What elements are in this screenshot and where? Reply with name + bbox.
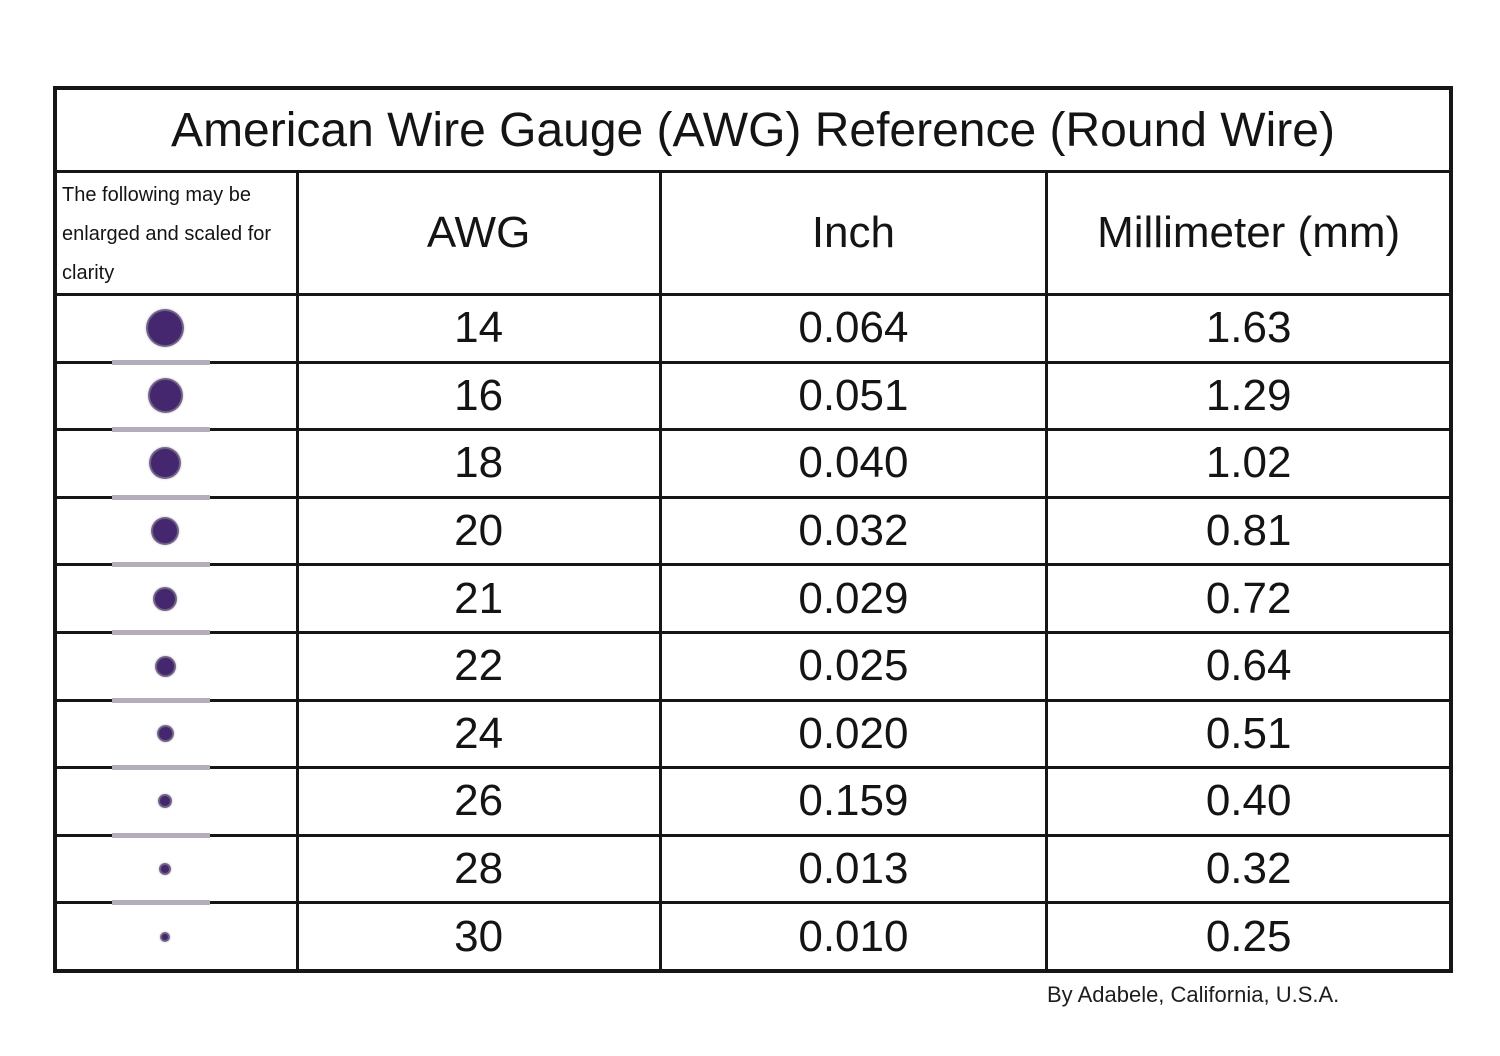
awg-reference-table: American Wire Gauge (AWG) Reference (Rou…	[53, 86, 1453, 973]
mm-value: 0.81	[1045, 498, 1449, 564]
mm-value: 0.51	[1045, 701, 1449, 767]
dot-underline-mark	[111, 900, 210, 906]
wire-diameter-dot	[156, 657, 174, 675]
inch-value: 0.159	[658, 769, 1046, 834]
inch-value: 0.020	[658, 701, 1046, 767]
awg-value: 24	[295, 701, 659, 767]
wire-diameter-dot	[151, 449, 180, 478]
wire-diameter-dot	[148, 311, 183, 346]
dot-underline-mark	[111, 427, 210, 433]
mm-value: 0.64	[1045, 633, 1449, 699]
table-title: American Wire Gauge (AWG) Reference (Rou…	[171, 103, 1335, 157]
column-header-inch: Inch	[658, 173, 1046, 293]
inch-value: 0.029	[658, 566, 1046, 631]
table-row: 16 0.051 1.29	[57, 360, 1449, 433]
dot-underline-mark	[111, 359, 210, 365]
inch-value: 0.032	[658, 498, 1046, 564]
dot-cell	[57, 634, 296, 703]
awg-value: 16	[295, 363, 659, 429]
inch-value: 0.013	[658, 836, 1046, 902]
dot-cell	[57, 431, 296, 500]
inch-value: 0.051	[658, 363, 1046, 429]
awg-value: 21	[295, 566, 659, 631]
dot-underline-mark	[111, 832, 210, 838]
mm-value: 1.63	[1045, 296, 1449, 361]
table-row: 18 0.040 1.02	[57, 428, 1449, 500]
table-row: 30 0.010 0.25	[57, 901, 1449, 969]
dot-cell	[57, 904, 296, 969]
credit-text: By Adabele, California, U.S.A.	[1047, 982, 1340, 1007]
dot-cell	[57, 566, 296, 635]
dot-underline-mark	[111, 629, 210, 635]
table-row: 22 0.025 0.64	[57, 630, 1449, 703]
mm-value: 0.25	[1045, 904, 1449, 969]
table-row: 26 0.159 0.40	[57, 766, 1449, 838]
wire-diameter-dot	[161, 865, 170, 874]
table-row: 14 0.064 1.63	[57, 293, 1449, 365]
mm-value: 1.02	[1045, 431, 1449, 496]
mm-value: 1.29	[1045, 363, 1449, 429]
wire-diameter-dot	[162, 933, 169, 940]
inch-value: 0.064	[658, 296, 1046, 361]
mm-value: 0.40	[1045, 769, 1449, 834]
table-row: 28 0.013 0.32	[57, 833, 1449, 906]
awg-value: 18	[295, 431, 659, 496]
dot-underline-mark	[111, 562, 210, 568]
awg-value: 20	[295, 498, 659, 564]
mm-value: 0.32	[1045, 836, 1449, 902]
inch-value: 0.025	[658, 633, 1046, 699]
column-header-mm: Millimeter (mm)	[1045, 173, 1449, 293]
dot-cell	[57, 499, 296, 568]
dot-underline-mark	[111, 494, 210, 500]
table-row: 21 0.029 0.72	[57, 563, 1449, 635]
awg-value: 30	[295, 904, 659, 969]
awg-value: 26	[295, 769, 659, 834]
dot-cell	[57, 769, 296, 838]
mm-value: 0.72	[1045, 566, 1449, 631]
wire-diameter-dot	[160, 796, 171, 807]
awg-value: 28	[295, 836, 659, 902]
wire-diameter-dot	[155, 588, 176, 609]
awg-value: 14	[295, 296, 659, 361]
table-body: 14 0.064 1.63 16 0.051 1.29 18 0.040 1.0…	[57, 293, 1449, 969]
wire-diameter-dot	[158, 727, 172, 741]
dot-cell	[57, 364, 296, 433]
inch-value: 0.040	[658, 431, 1046, 496]
table-header-row: The following may be enlarged and scaled…	[57, 170, 1449, 293]
table-row: 24 0.020 0.51	[57, 698, 1449, 771]
dot-cell	[57, 702, 296, 771]
wire-diameter-dot	[149, 380, 181, 412]
table-row: 20 0.032 0.81	[57, 495, 1449, 568]
dot-underline-mark	[111, 765, 210, 771]
dot-cell	[57, 837, 296, 906]
inch-value: 0.010	[658, 904, 1046, 969]
column-header-awg: AWG	[295, 173, 659, 293]
dot-cell	[57, 296, 296, 365]
scale-note: The following may be enlarged and scaled…	[62, 184, 272, 284]
wire-diameter-dot	[153, 519, 178, 544]
dot-underline-mark	[111, 697, 210, 703]
awg-value: 22	[295, 633, 659, 699]
